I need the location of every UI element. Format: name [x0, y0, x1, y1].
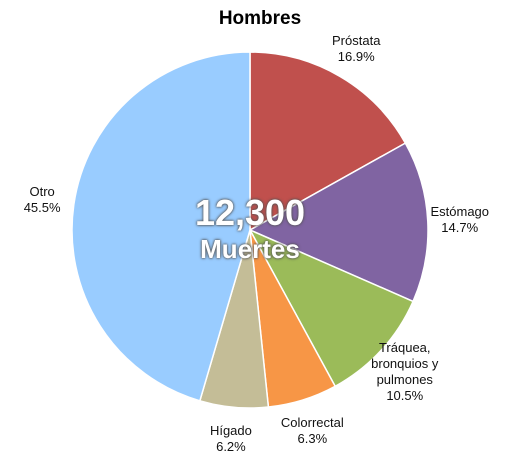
pie-slice — [248, 228, 415, 388]
slice-value: 16.9% — [337, 48, 375, 64]
slice-label: Hígado 6.2% — [210, 423, 252, 455]
slice-value: 14.7% — [441, 219, 479, 235]
chart-title: Hombres — [218, 8, 302, 29]
pie-slice — [71, 51, 251, 402]
slice-label: Tráquea, bronquios y pulmones 10.5% — [355, 340, 455, 404]
slice-value: 6.2% — [216, 439, 246, 455]
slice-category: Estómago — [430, 203, 490, 219]
slice-label: Estómago 14.7% — [430, 204, 489, 236]
center-caption: Muertes — [200, 234, 300, 264]
center-total: 12,300 — [194, 192, 306, 233]
slice-value: 6.3% — [297, 430, 328, 446]
slice-label: Colorrectal 6.3% — [281, 415, 344, 447]
slice-category: Otro — [29, 184, 55, 200]
slice-category: Hígado — [209, 423, 252, 439]
slice-label: Otro 45.5% — [24, 184, 61, 216]
slice-label: Próstata 16.9% — [332, 33, 380, 65]
slice-value: 10.5% — [386, 387, 424, 403]
slice-category: Colorrectal — [280, 414, 344, 430]
pie-slice — [248, 142, 429, 303]
slice-category: Próstata — [332, 32, 381, 48]
slice-value: 45.5% — [23, 200, 61, 216]
slice-category: Tráquea, bronquios y pulmones — [371, 339, 439, 387]
pie-slice — [249, 51, 407, 232]
